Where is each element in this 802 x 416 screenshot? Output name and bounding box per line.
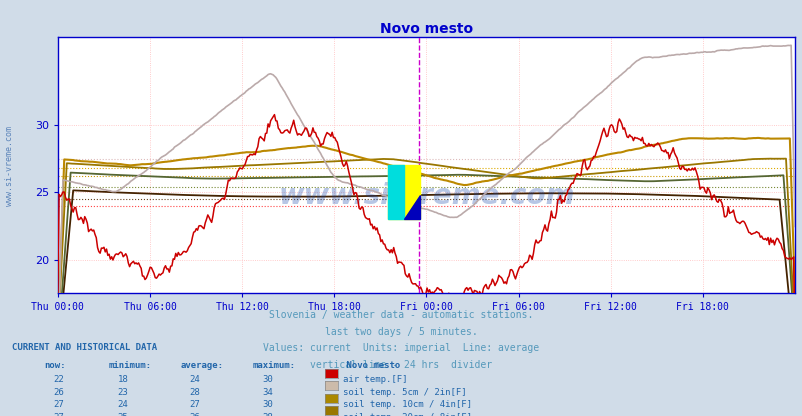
Text: 34: 34 — [261, 388, 273, 397]
Title: Novo mesto: Novo mesto — [379, 22, 472, 36]
Text: 28: 28 — [189, 388, 200, 397]
Text: CURRENT AND HISTORICAL DATA: CURRENT AND HISTORICAL DATA — [12, 343, 157, 352]
Text: Novo mesto: Novo mesto — [325, 361, 400, 370]
Text: 30: 30 — [261, 375, 273, 384]
Text: 27: 27 — [53, 413, 64, 416]
Text: 18: 18 — [117, 375, 128, 384]
Text: average:: average: — [180, 361, 224, 370]
Text: minimum:: minimum: — [108, 361, 152, 370]
Text: vertical line - 24 hrs  divider: vertical line - 24 hrs divider — [310, 360, 492, 370]
Text: 24: 24 — [117, 400, 128, 409]
Text: 28: 28 — [261, 413, 273, 416]
Text: Values: current  Units: imperial  Line: average: Values: current Units: imperial Line: av… — [263, 343, 539, 353]
Polygon shape — [403, 195, 419, 219]
Text: 27: 27 — [189, 400, 200, 409]
Text: air temp.[F]: air temp.[F] — [342, 375, 407, 384]
Text: soil temp. 10cm / 4in[F]: soil temp. 10cm / 4in[F] — [342, 400, 472, 409]
Text: 24: 24 — [189, 375, 200, 384]
Text: 26: 26 — [189, 413, 200, 416]
Text: 27: 27 — [53, 400, 64, 409]
Text: last two days / 5 minutes.: last two days / 5 minutes. — [325, 327, 477, 337]
Bar — [387, 166, 403, 219]
Text: www.si-vreme.com: www.si-vreme.com — [277, 182, 574, 210]
Text: maximum:: maximum: — [253, 361, 296, 370]
Text: Slovenia / weather data - automatic stations.: Slovenia / weather data - automatic stat… — [269, 310, 533, 320]
Text: 26: 26 — [53, 388, 64, 397]
Text: now:: now: — [44, 361, 66, 370]
Text: www.si-vreme.com: www.si-vreme.com — [5, 126, 14, 206]
Text: 30: 30 — [261, 400, 273, 409]
Text: 22: 22 — [53, 375, 64, 384]
Bar — [387, 166, 419, 219]
Text: 23: 23 — [117, 388, 128, 397]
Text: soil temp. 5cm / 2in[F]: soil temp. 5cm / 2in[F] — [342, 388, 466, 397]
Text: soil temp. 20cm / 8in[F]: soil temp. 20cm / 8in[F] — [342, 413, 472, 416]
Text: 25: 25 — [117, 413, 128, 416]
